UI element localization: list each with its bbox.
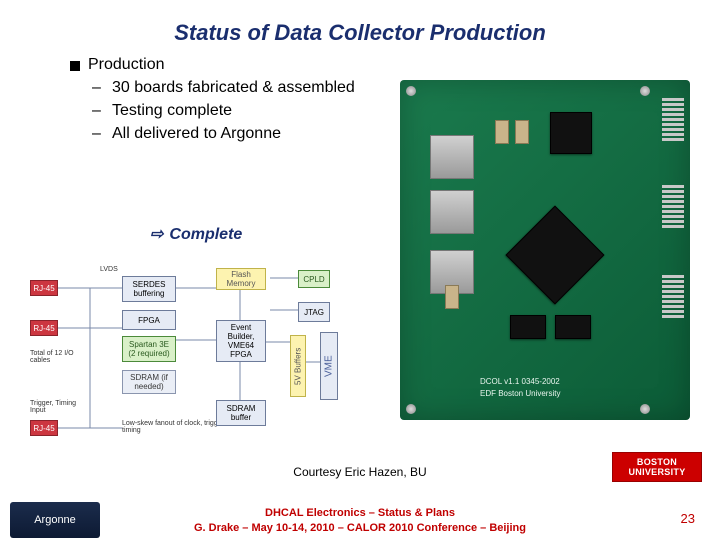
- bullet-block: Production – 30 boards fabricated & asse…: [70, 56, 390, 147]
- rj45-box: RJ-45: [30, 320, 58, 336]
- footer-line1: DHCAL Electronics – Status & Plans: [120, 506, 600, 521]
- status-complete: ⇨ Complete: [150, 224, 242, 244]
- page-number: 23: [681, 511, 695, 526]
- trigger-label: Trigger, Timing Input: [30, 400, 90, 414]
- spartan-box: Spartan 3E (2 required): [122, 336, 176, 362]
- rj45-box: RJ-45: [30, 420, 58, 436]
- sub-bullet-text: Testing complete: [112, 101, 232, 121]
- arrow-right-icon: ⇨: [150, 224, 163, 244]
- jtag-box: JTAG: [298, 302, 330, 322]
- block-diagram: LVDS RJ-45 RJ-45 RJ-45 Total of 12 I/O c…: [30, 270, 380, 450]
- status-text: Complete: [169, 226, 242, 243]
- sub-bullet: – Testing complete: [92, 101, 390, 121]
- dash-icon: –: [92, 78, 104, 98]
- buffers-box: 5V Buffers: [290, 335, 306, 397]
- sub-bullet: – All delivered to Argonne: [92, 124, 390, 144]
- footer-center: DHCAL Electronics – Status & Plans G. Dr…: [120, 506, 600, 536]
- pcb-silk-text: DCOL v1.1 0345-2002: [480, 377, 560, 386]
- sdram-buffer-box: SDRAM buffer: [216, 400, 266, 426]
- boston-university-logo: BOSTON UNIVERSITY: [612, 452, 702, 482]
- dash-icon: –: [92, 124, 104, 144]
- sdram-box: SDRAM (if needed): [122, 370, 176, 394]
- flash-box: Flash Memory: [216, 268, 266, 290]
- argonne-logo: Argonne: [10, 502, 100, 538]
- cpld-box: CPLD: [298, 270, 330, 288]
- total-cables-label: Total of 12 I/O cables: [30, 350, 90, 364]
- pcb-photo: DCOL v1.1 0345-2002 EDF Boston Universit…: [400, 80, 690, 420]
- lvds-label: LVDS: [100, 266, 118, 273]
- dash-icon: –: [92, 101, 104, 121]
- bullet-square-icon: [70, 61, 80, 71]
- bu-line1: BOSTON: [637, 457, 677, 467]
- footer-line2: G. Drake – May 10-14, 2010 – CALOR 2010 …: [120, 521, 600, 536]
- bullet-heading-row: Production: [70, 56, 390, 74]
- bullet-heading: Production: [88, 56, 165, 74]
- rj45-box: RJ-45: [30, 280, 58, 296]
- footer: Argonne DHCAL Electronics – Status & Pla…: [0, 490, 720, 540]
- sub-bullet-text: All delivered to Argonne: [112, 124, 281, 144]
- sub-bullet: – 30 boards fabricated & assembled: [92, 78, 390, 98]
- serdes-box: SERDES buffering: [122, 276, 176, 302]
- bu-line2: UNIVERSITY: [628, 467, 685, 477]
- sub-bullet-text: 30 boards fabricated & assembled: [112, 78, 355, 98]
- pcb-silk-text: EDF Boston University: [480, 389, 560, 398]
- fpga-box: FPGA: [122, 310, 176, 330]
- vme-box: VME: [320, 332, 338, 400]
- event-builder-box: Event Builder, VME64 FPGA: [216, 320, 266, 362]
- slide-title: Status of Data Collector Production: [0, 20, 720, 46]
